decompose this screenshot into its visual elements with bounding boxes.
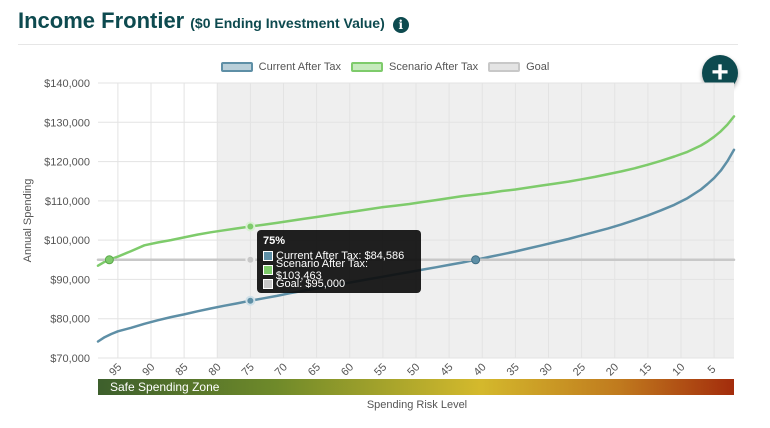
- y-tick-label: $120,000: [44, 157, 90, 169]
- tooltip-text-current: Current After Tax: $84,586: [276, 250, 405, 262]
- legend-label-current: Current After Tax: [258, 61, 341, 73]
- y-tick-label: $70,000: [50, 353, 90, 365]
- y-tick-label: $110,000: [45, 196, 90, 208]
- tooltip-text-goal: Goal: $95,000: [276, 278, 346, 290]
- legend-swatch-goal: [488, 62, 521, 72]
- header-divider: [18, 44, 738, 45]
- x-axis-title: Spending Risk Level: [366, 399, 468, 411]
- y-axis-title: Annual Spending: [22, 179, 34, 263]
- tooltip-title: 75%: [263, 235, 286, 247]
- chart-legend: Current After Tax Scenario After Tax Goa…: [0, 61, 770, 73]
- series-line-current: [96, 148, 736, 343]
- tooltip-swatch-current: [263, 251, 273, 261]
- tooltip-row-current: Current After Tax: $84,586: [263, 249, 415, 263]
- x-tick-label: 80: [207, 361, 224, 378]
- x-tick-label: 30: [538, 361, 555, 378]
- legend-item-goal[interactable]: Goal: [488, 61, 549, 73]
- x-tick-label: 60: [339, 361, 356, 378]
- y-tick-label: $90,000: [50, 274, 90, 286]
- x-tick-label: 10: [670, 361, 687, 378]
- x-tick-label: 95: [107, 361, 124, 378]
- spending-risk-gradient-bar: [98, 379, 734, 395]
- legend-label-scenario: Scenario After Tax: [389, 61, 479, 73]
- x-tick-label: 40: [472, 361, 489, 378]
- page-title: Income Frontier: [18, 8, 185, 33]
- chart-tooltip: 75% Current After Tax: $84,586 Scenario …: [257, 230, 421, 293]
- x-tick-label: 55: [372, 361, 389, 378]
- legend-item-current[interactable]: Current After Tax: [220, 61, 341, 73]
- x-tick-label: 85: [173, 361, 190, 378]
- x-tick-label: 45: [438, 361, 455, 378]
- tooltip-row-scenario: Scenario After Tax: $103,463: [263, 258, 415, 282]
- legend-swatch-current: [220, 62, 253, 72]
- page-subtitle: ($0 Ending Investment Value): [190, 15, 385, 31]
- x-tick-label: 50: [405, 361, 422, 378]
- x-tick-label: 75: [240, 361, 257, 378]
- legend-item-scenario[interactable]: Scenario After Tax: [351, 61, 478, 73]
- info-icon[interactable]: i: [392, 17, 409, 33]
- x-tick-label: 35: [505, 361, 522, 378]
- hover-point-scenario: [245, 221, 256, 232]
- x-tick-label: 90: [140, 361, 157, 378]
- series-line-scenario: [96, 115, 736, 267]
- x-tick-label: 15: [637, 361, 654, 378]
- x-tick-label: 5: [706, 363, 719, 376]
- x-tick-label: 20: [604, 361, 621, 378]
- hover-point-goal: [245, 254, 256, 265]
- y-tick-label: $80,000: [50, 314, 90, 326]
- goal-intersection-scenario: [104, 255, 114, 265]
- y-tick-label: $130,000: [44, 117, 90, 129]
- y-tick-label: $100,000: [44, 235, 90, 247]
- tooltip-swatch-goal: [263, 279, 273, 289]
- goal-intersection-current: [471, 255, 481, 265]
- tooltip-row-goal: Goal: $95,000: [263, 277, 415, 291]
- y-tick-label: $140,000: [44, 78, 90, 90]
- safe-spending-zone-label: Safe Spending Zone: [110, 380, 220, 394]
- x-tick-label: 25: [571, 361, 588, 378]
- hover-point-current: [245, 295, 256, 306]
- legend-label-goal: Goal: [526, 61, 550, 73]
- plus-icon: +: [711, 56, 729, 89]
- x-tick-label: 70: [273, 361, 290, 378]
- tooltip-swatch-scenario: [263, 265, 273, 275]
- legend-swatch-scenario: [351, 62, 383, 72]
- title-row: Income Frontier ($0 Ending Investment Va…: [18, 8, 409, 34]
- x-tick-label: 65: [306, 361, 323, 378]
- tooltip-text-scenario: Scenario After Tax: $103,463: [275, 258, 369, 282]
